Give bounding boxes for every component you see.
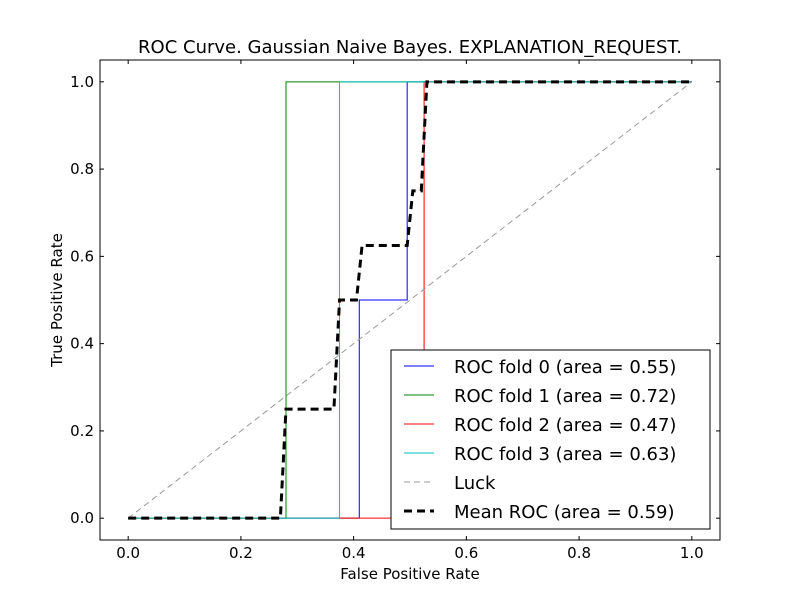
x-tick-label: 0.2 [229,544,253,562]
legend-entry-1: ROC fold 1 (area = 0.72) [454,386,676,407]
y-axis-label: True Positive Rate [48,233,66,368]
legend-entry-4: Luck [454,473,496,494]
y-tick-label: 0.2 [70,422,94,440]
x-tick-label: 0.8 [567,544,591,562]
y-tick-label: 0.6 [70,247,94,265]
series-line-4 [127,81,693,519]
legend: ROC fold 0 (area = 0.55) ROC fold 1 (area… [390,349,711,530]
x-tick-label: 1.0 [680,544,704,562]
chart-title: ROC Curve. Gaussian Naive Bayes. EXPLANA… [138,37,682,58]
y-tick-label: 0.8 [70,160,94,178]
legend-entry-3: ROC fold 3 (area = 0.63) [454,444,676,465]
legend-entry-0: ROC fold 0 (area = 0.55) [454,357,676,378]
x-tick-label: 0.4 [342,544,366,562]
plot-lines [127,80,693,520]
x-tick-label: 0.0 [116,544,140,562]
axis-ticks: 0.0 0.2 0.4 0.6 0.8 1.0 0.0 0.2 0.4 0.6 0.8 1.0 [70,60,720,562]
y-tick-label: 0.4 [70,335,94,353]
legend-entry-5: Mean ROC (area = 0.59) [454,502,675,523]
x-axis-label: False Positive Rate [340,565,479,583]
y-tick-label: 0.0 [70,509,94,527]
legend-entry-2: ROC fold 2 (area = 0.47) [454,415,676,436]
legend-box [390,349,711,530]
axes-frame [99,59,721,541]
series-line-5 [128,80,692,520]
x-tick-label: 0.6 [454,544,478,562]
y-tick-label: 1.0 [70,73,94,91]
